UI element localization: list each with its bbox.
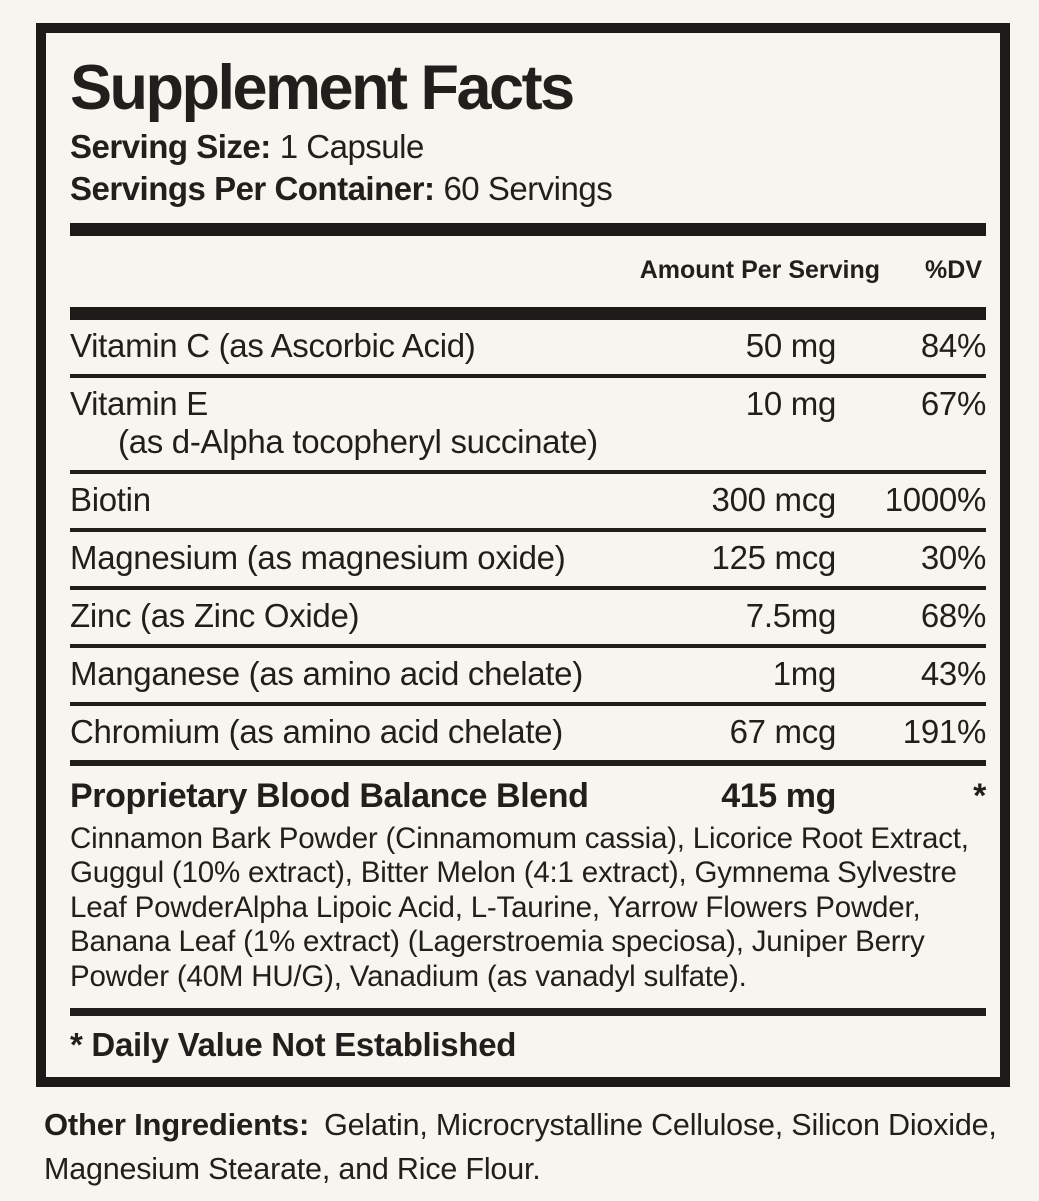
nutrient-dv: 67% xyxy=(920,384,986,422)
nutrient-name: Biotin xyxy=(70,481,666,519)
nutrient-amount: 50 mg xyxy=(745,326,837,364)
thick-divider-header xyxy=(70,306,986,320)
nutrient-name-text: Chromium (as amino acid chelate) xyxy=(70,712,563,750)
column-headers: Amount Per Serving %DV xyxy=(70,236,986,307)
nutrient-name: Zinc (as Zinc Oxide) xyxy=(70,597,666,635)
other-ingredients-section: Other Ingredients: Gelatin, Microcrystall… xyxy=(44,1103,1006,1191)
nutrient-name-text: Vitamin C (as Ascorbic Acid) xyxy=(70,326,476,364)
nutrient-row: Zinc (as Zinc Oxide) 7.5mg 68% xyxy=(70,590,986,648)
serving-size-line: Serving Size: 1 Capsule xyxy=(70,128,986,167)
nutrient-name-text: Manganese (as amino acid chelate) xyxy=(70,654,583,692)
nutrient-amount: 10 mg xyxy=(745,384,837,422)
nutrient-amount: 125 mcg xyxy=(711,538,837,576)
nutrient-amount: 1mg xyxy=(772,654,837,692)
servings-per-container-label: Servings Per Container: xyxy=(70,169,435,207)
supplement-facts-panel: Supplement Facts Serving Size: 1 Capsule … xyxy=(36,23,1010,1088)
nutrient-name: Vitamin E (as d-Alpha tocopheryl succinat… xyxy=(70,385,666,461)
servings-per-container-value: 60 Servings xyxy=(443,169,613,207)
nutrient-dv: 30% xyxy=(920,538,986,576)
nutrient-dv: 68% xyxy=(920,596,986,634)
nutrient-name-text: Magnesium (as magnesium oxide) xyxy=(70,538,566,576)
nutrient-row: Magnesium (as magnesium oxide) 125 mcg 3… xyxy=(70,532,986,590)
nutrient-name-text: Vitamin E xyxy=(70,384,208,422)
blend-amount: 415 mg xyxy=(721,776,836,815)
nutrient-amount: 300 mcg xyxy=(711,480,837,518)
nutrient-row: Manganese (as amino acid chelate) 1mg 43… xyxy=(70,648,986,706)
nutrient-name: Magnesium (as magnesium oxide) xyxy=(70,539,666,577)
dv-column-header: %DV xyxy=(925,255,982,284)
nutrient-amount: 67 mcg xyxy=(729,712,837,750)
blend-ingredients: Cinnamon Bark Powder (Cinnamomum cassia)… xyxy=(70,821,969,993)
serving-size-label: Serving Size: xyxy=(70,128,271,165)
nutrient-subname: (as d-Alpha tocopheryl succinate) xyxy=(118,422,598,460)
proprietary-blend-section: Proprietary Blood Balance Blend 415 mg *… xyxy=(70,759,986,1009)
amount-column-header: Amount Per Serving xyxy=(639,255,881,284)
nutrient-row: Vitamin C (as Ascorbic Acid) 50 mg 84% xyxy=(70,320,986,378)
nutrient-dv: 84% xyxy=(920,326,986,364)
nutrient-name: Vitamin C (as Ascorbic Acid) xyxy=(70,327,666,365)
other-ingredients-value: Gelatin, Microcrystalline Cellulose, Sil… xyxy=(44,1108,997,1187)
nutrient-row: Vitamin E (as d-Alpha tocopheryl succinat… xyxy=(70,378,986,474)
other-ingredients-label: Other Ingredients: xyxy=(44,1107,310,1143)
thick-divider-top xyxy=(70,222,986,236)
nutrient-name-text: Zinc (as Zinc Oxide) xyxy=(70,596,360,634)
nutrient-rows: Vitamin C (as Ascorbic Acid) 50 mg 84% V… xyxy=(70,320,986,760)
nutrient-name: Chromium (as amino acid chelate) xyxy=(70,713,666,751)
blend-dv: * xyxy=(973,776,986,815)
servings-per-container-line: Servings Per Container: 60 Servings xyxy=(70,170,986,209)
nutrient-amount: 7.5mg xyxy=(745,596,837,634)
nutrient-dv: 43% xyxy=(920,654,986,692)
nutrient-name: Manganese (as amino acid chelate) xyxy=(70,655,666,693)
nutrient-dv: 1000% xyxy=(884,480,987,518)
serving-size-value: 1 Capsule xyxy=(279,128,425,165)
nutrient-row: Chromium (as amino acid chelate) 67 mcg … xyxy=(70,706,986,760)
daily-value-footnote: * Daily Value Not Established xyxy=(70,1008,986,1077)
nutrient-row: Biotin 300 mcg 1000% xyxy=(70,474,986,532)
nutrient-dv: 191% xyxy=(902,712,987,750)
nutrient-name-text: Biotin xyxy=(70,480,151,518)
panel-title: Supplement Facts xyxy=(70,53,575,123)
blend-header-row: Proprietary Blood Balance Blend 415 mg * xyxy=(70,776,986,816)
blend-name: Proprietary Blood Balance Blend xyxy=(70,776,589,815)
